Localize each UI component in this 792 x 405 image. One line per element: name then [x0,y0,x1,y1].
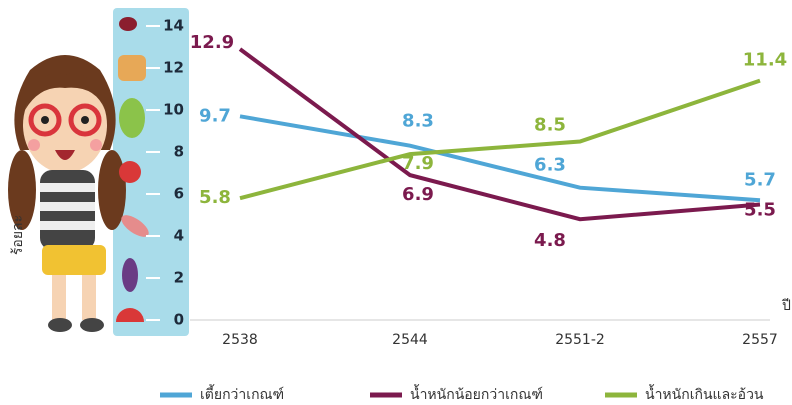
data-label: 6.9 [402,184,434,205]
data-label: 9.7 [199,105,231,126]
legend-label: น้ำหนักเกินและอ้วน [645,384,764,403]
y-tick-label: 6 [174,185,184,203]
data-label: 5.7 [744,169,776,190]
x-tick-label: 2544 [392,332,428,348]
data-label: 11.4 [743,50,787,71]
x-tick-label: 2557 [742,332,778,348]
x-tick-label: 2538 [222,332,258,348]
y-tick-label: 12 [163,59,184,77]
data-label: 12.9 [190,32,234,53]
x-tick-label: 2551-2 [555,332,605,348]
legend-label: น้ำหนักน้อยกว่าเกณฑ์ [410,384,543,403]
y-tick-label: 8 [174,143,184,161]
ruler [113,8,189,336]
y-tick-label: 2 [174,269,184,287]
legend-label: เตี้ยกว่าเกณฑ์ [200,384,284,403]
y-tick-label: 0 [174,311,184,329]
data-label: 5.5 [744,200,776,221]
data-label: 7.9 [402,153,434,174]
series-line [239,78,761,201]
data-label: 8.3 [402,111,434,132]
data-label: 4.8 [534,230,566,251]
data-label: 6.3 [534,155,566,176]
y-tick-label: 4 [174,227,184,245]
series-line [239,114,761,203]
food-icons [116,17,149,322]
y-axis-label: ร้อยละ [10,215,26,255]
data-label: 8.5 [534,115,566,136]
data-label: 5.8 [199,187,231,208]
y-tick-label: 14 [163,17,184,35]
girl-illustration [8,55,126,332]
series-line [238,47,761,222]
y-tick-label: 10 [163,101,184,119]
x-axis-label: ปี [782,298,791,314]
